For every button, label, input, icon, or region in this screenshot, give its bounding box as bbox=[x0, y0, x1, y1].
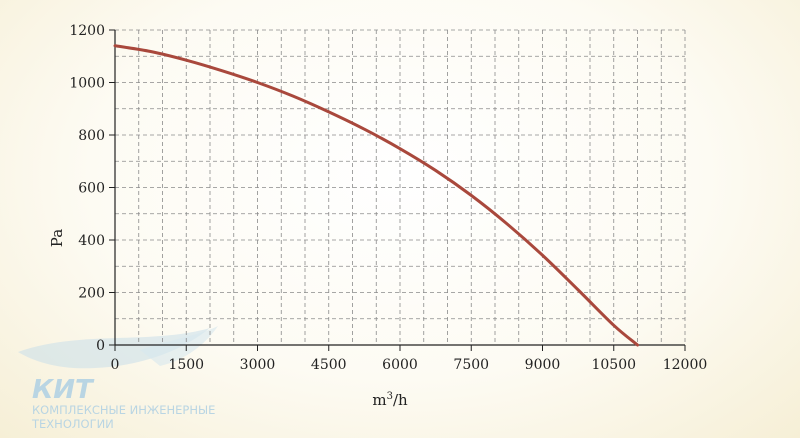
grid bbox=[115, 29, 686, 345]
x-tick-label: 0 bbox=[111, 357, 120, 373]
x-axis-title: m3/h bbox=[372, 391, 408, 409]
x-tick-label: 12000 bbox=[663, 357, 708, 373]
y-tick-label: 600 bbox=[78, 181, 105, 197]
y-axis-title: Pa bbox=[48, 229, 66, 247]
x-tick-label: 10500 bbox=[591, 357, 636, 373]
logo: КИТ КОМПЛЕКСНЫЕ ИНЖЕНЕРНЫЕ ТЕХНОЛОГИИ bbox=[18, 326, 218, 431]
x-tick-label: 3000 bbox=[240, 357, 276, 373]
ticks: 0 1500 3000 4500 6000 7500 9000 10500 12000 0 200 4… bbox=[69, 23, 707, 373]
logo-swoosh bbox=[18, 328, 210, 369]
x-tick-label: 7500 bbox=[453, 357, 489, 373]
y-tick-label: 400 bbox=[78, 233, 105, 249]
y-tick-label: 200 bbox=[78, 286, 105, 302]
x-tick-label: 1500 bbox=[168, 357, 204, 373]
logo-line1: КОМПЛЕКСНЫЕ ИНЖЕНЕРНЫЕ bbox=[32, 403, 215, 417]
logo-name: КИТ bbox=[32, 375, 95, 405]
x-tick-label: 4500 bbox=[311, 357, 347, 373]
series bbox=[113, 44, 639, 347]
x-tick-label: 9000 bbox=[525, 357, 561, 373]
logo-line2: ТЕХНОЛОГИИ bbox=[31, 417, 114, 431]
logo-fin bbox=[140, 326, 218, 366]
y-tick-label: 0 bbox=[96, 338, 105, 354]
x-tick-label: 6000 bbox=[382, 357, 418, 373]
y-tick-label: 1000 bbox=[69, 76, 105, 92]
y-tick-label: 1200 bbox=[69, 23, 105, 39]
axis-titles: m3/h Pa bbox=[48, 229, 408, 409]
series-line bbox=[113, 44, 639, 347]
y-tick-label: 800 bbox=[78, 128, 105, 144]
